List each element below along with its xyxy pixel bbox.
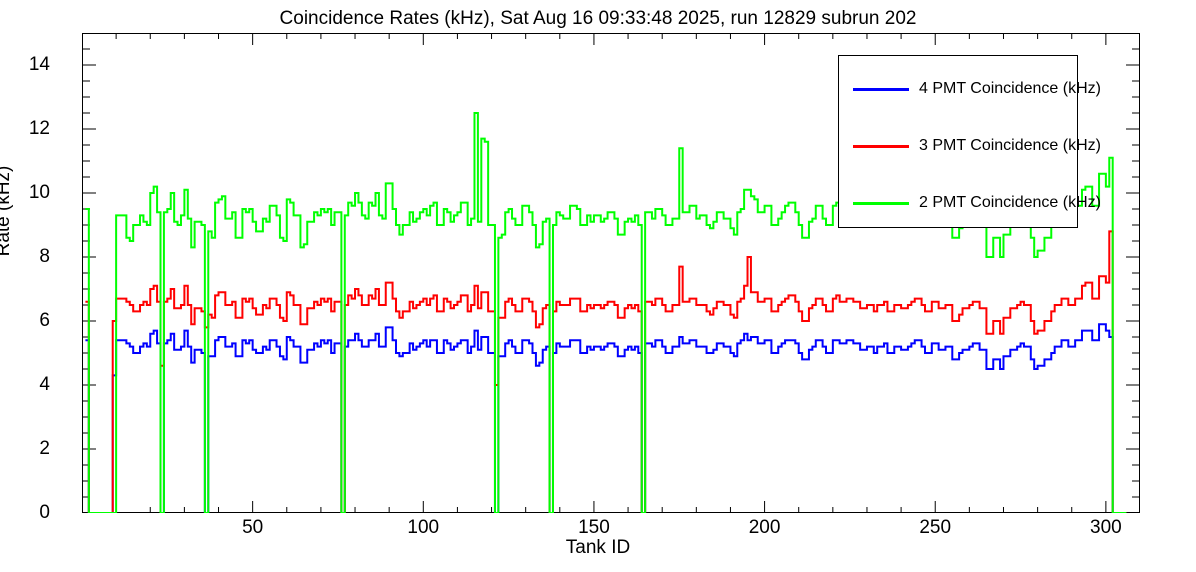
- plot-area: [82, 33, 1140, 513]
- legend-entry[interactable]: 2 PMT Coincidence (kHz): [839, 190, 1101, 216]
- x-tick-label: 50: [242, 517, 264, 538]
- legend-color-swatch: [853, 145, 909, 148]
- y-tick-label: 14: [28, 54, 50, 75]
- x-tick-label: 300: [1090, 517, 1122, 538]
- x-tick-label: 250: [919, 517, 952, 538]
- x-tick-label: 150: [578, 517, 610, 538]
- legend-label: 2 PMT Coincidence (kHz): [919, 194, 1101, 211]
- legend-label: 3 PMT Coincidence (kHz): [919, 137, 1101, 154]
- chart-title: Coincidence Rates (kHz), Sat Aug 16 09:3…: [279, 8, 917, 29]
- y-tick-label: 6: [39, 310, 50, 331]
- series-line-4pmt: [85, 323, 1127, 513]
- x-tick-label: 100: [407, 517, 440, 538]
- y-tick-label: 0: [39, 502, 50, 523]
- y-tick-label: 4: [39, 374, 50, 395]
- y-tick-label: 12: [28, 118, 50, 139]
- y-tick-label: 2: [39, 438, 50, 459]
- plot-svg: [82, 33, 1140, 513]
- chart-legend: 4 PMT Coincidence (kHz) 3 PMT Coincidence…: [838, 55, 1101, 228]
- legend-color-swatch: [853, 88, 909, 91]
- legend-label: 4 PMT Coincidence (kHz): [919, 80, 1101, 97]
- y-tick-label: 10: [28, 182, 50, 203]
- x-tick-label: 200: [748, 517, 781, 538]
- legend-color-swatch: [853, 202, 909, 205]
- series-line-3pmt: [85, 230, 1127, 513]
- x-axis-label: Tank ID: [565, 537, 631, 558]
- legend-entry[interactable]: 3 PMT Coincidence (kHz): [839, 133, 1101, 159]
- y-tick-label: 8: [39, 246, 50, 267]
- legend-entry[interactable]: 4 PMT Coincidence (kHz): [839, 76, 1101, 102]
